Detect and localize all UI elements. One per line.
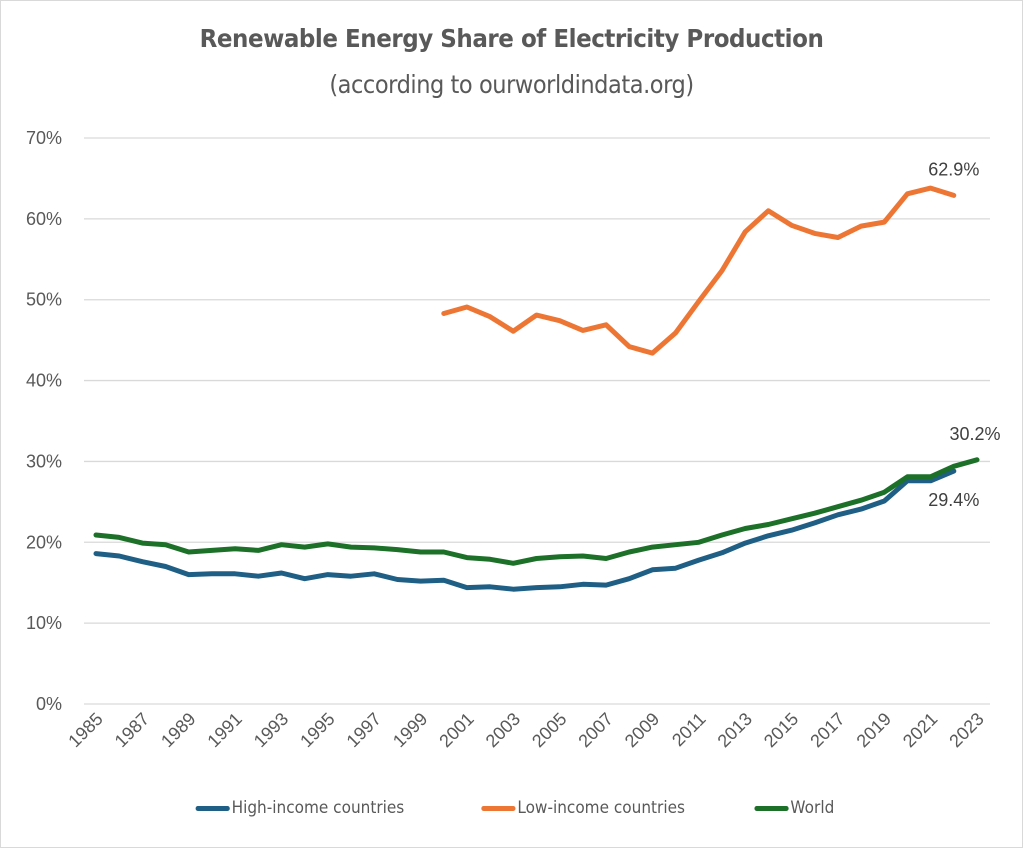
x-tick-label: 2001 [435, 709, 477, 751]
x-tick-label: 2015 [760, 709, 802, 751]
data-label: 62.9% [928, 159, 979, 179]
y-tick-label: 60% [26, 209, 62, 229]
series-line-high-income-countries [93, 468, 957, 592]
x-tick-label: 1993 [250, 709, 292, 751]
x-tick-label: 1989 [157, 709, 199, 751]
chart-subtitle: (according to ourworldindata.org) [329, 70, 694, 99]
legend-item: World [754, 798, 835, 818]
x-tick-label: 1985 [64, 709, 106, 751]
data-label: 29.4% [928, 490, 979, 510]
x-tick-label: 2005 [528, 709, 570, 751]
legend-item: High-income countries [195, 798, 405, 818]
x-tick-label: 2021 [899, 709, 941, 751]
series-line-low-income-countries [441, 185, 957, 356]
y-tick-label: 50% [26, 290, 62, 310]
x-tick-label: 1995 [296, 709, 338, 751]
series-line-world [93, 457, 980, 566]
legend-swatch [481, 805, 516, 811]
legend-item: Low-income countries [481, 798, 685, 818]
y-tick-label: 0% [36, 694, 62, 714]
y-axis-ticks: 0% 10% 20% 30% 40% 50% 60% 70% [26, 128, 62, 714]
x-tick-label: 2009 [621, 709, 663, 751]
series-lines [93, 185, 980, 592]
y-tick-label: 20% [26, 532, 62, 552]
x-tick-label: 2017 [806, 709, 848, 751]
x-tick-label: 2023 [945, 709, 987, 751]
legend-label: World [790, 798, 835, 818]
legend: High-income countries Low-income countrie… [0, 798, 1023, 818]
x-tick-label: 2011 [668, 709, 710, 751]
legend-label: High-income countries [231, 798, 405, 818]
x-tick-label: 1987 [111, 709, 153, 751]
gridlines [84, 137, 990, 705]
x-tick-label: 1991 [203, 709, 245, 751]
legend-label: Low-income countries [517, 798, 685, 818]
y-tick-label: 70% [26, 128, 62, 148]
y-tick-label: 40% [26, 371, 62, 391]
y-tick-label: 30% [26, 451, 62, 471]
chart-title: Renewable Energy Share of Electricity Pr… [199, 24, 824, 53]
legend-swatch [754, 805, 789, 811]
x-tick-label: 2007 [574, 709, 616, 751]
y-tick-label: 10% [26, 613, 62, 633]
legend-swatch [195, 805, 230, 811]
x-tick-label: 1997 [343, 709, 385, 751]
data-labels: 62.9% 30.2% 29.4% [928, 159, 1000, 510]
x-tick-label: 2019 [853, 709, 895, 751]
x-tick-label: 2013 [714, 709, 756, 751]
x-axis-ticks: 1985 1987 1989 1991 1993 1995 1997 1999 2001 2003… [64, 709, 987, 751]
data-label: 30.2% [949, 424, 1000, 444]
x-tick-label: 1999 [389, 709, 431, 751]
x-tick-label: 2003 [482, 709, 524, 751]
